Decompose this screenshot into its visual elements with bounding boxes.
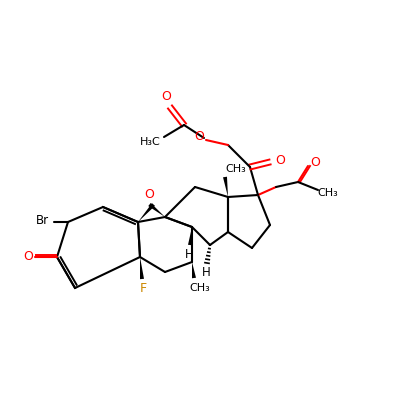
Text: CH₃: CH₃ [190,283,210,293]
Polygon shape [192,262,196,278]
Text: CH₃: CH₃ [226,164,246,174]
Text: H₃C: H₃C [140,137,160,147]
Text: O: O [194,130,204,144]
Polygon shape [188,227,192,245]
Polygon shape [140,257,144,279]
Text: O: O [23,250,33,264]
Polygon shape [148,203,165,217]
Text: H: H [185,248,193,260]
Text: O: O [161,90,171,104]
Text: Br: Br [36,214,48,228]
Text: H: H [202,266,210,278]
Text: O: O [310,156,320,168]
Text: O: O [144,188,154,201]
Polygon shape [223,177,228,197]
Polygon shape [138,203,155,222]
Text: CH₃: CH₃ [318,188,338,198]
Text: F: F [140,282,146,296]
Text: O: O [275,154,285,168]
